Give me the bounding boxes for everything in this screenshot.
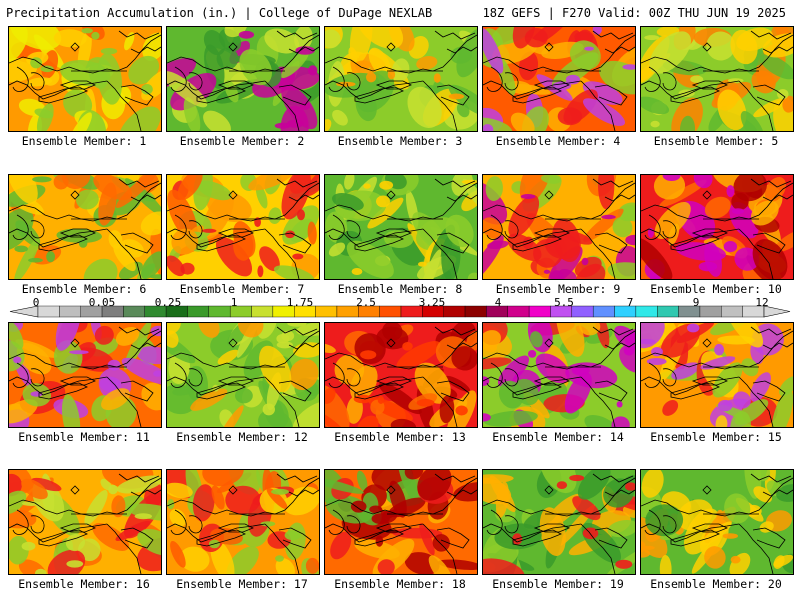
colorbar-tick-label: 9 — [692, 296, 700, 309]
colorbar-swatch — [464, 305, 487, 318]
ensemble-member-map — [482, 322, 636, 428]
ensemble-member-map — [8, 469, 162, 575]
ensemble-member-map — [640, 174, 794, 280]
ensemble-member-label: Ensemble Member: 11 — [18, 430, 150, 444]
colorbar-swatch — [251, 305, 274, 318]
colorbar-swatch — [187, 305, 210, 318]
colorbar-swatch — [699, 305, 722, 318]
ensemble-member-label: Ensemble Member: 12 — [176, 430, 308, 444]
colorbar-swatch — [592, 305, 615, 318]
colorbar-swatch — [507, 305, 530, 318]
colorbar-right-arrow — [763, 305, 791, 318]
colorbar-tick-label: 0.05 — [88, 296, 116, 309]
product-title: Precipitation Accumulation (in.) | Colle… — [6, 6, 433, 20]
colorbar-swatch — [123, 305, 145, 318]
ensemble-member-map — [324, 174, 478, 280]
colorbar-tick-label: 1.75 — [286, 296, 314, 309]
colorbar-swatch — [721, 305, 743, 318]
colorbar-tick-label: 7 — [626, 296, 634, 309]
ensemble-member-map — [324, 26, 478, 132]
ensemble-member-map — [166, 469, 320, 575]
colorbar-swatch — [443, 305, 466, 318]
ensemble-member-label: Ensemble Member: 18 — [334, 577, 466, 591]
ensemble-member-map — [324, 322, 478, 428]
ensemble-member-label: Ensemble Member: 15 — [650, 430, 782, 444]
colorbar-swatch — [37, 305, 60, 318]
ensemble-member-map — [482, 469, 636, 575]
ensemble-member-label: Ensemble Member: 4 — [495, 134, 621, 148]
colorbar-swatch — [315, 305, 338, 318]
ensemble-member-map — [8, 322, 162, 428]
ensemble-member-map — [640, 322, 794, 428]
colorbar-tick-label: 12 — [755, 296, 769, 309]
colorbar-tick-label: 3.25 — [418, 296, 446, 309]
colorbar-swatch — [379, 305, 402, 318]
ensemble-member-map — [8, 26, 162, 132]
ensemble-member-label: Ensemble Member: 7 — [179, 282, 305, 296]
colorbar-tick-label: 0 — [32, 296, 40, 309]
ensemble-member-label: Ensemble Member: 6 — [21, 282, 147, 296]
colorbar-tick-label: 4 — [494, 296, 502, 309]
ensemble-member-label: Ensemble Member: 9 — [495, 282, 621, 296]
ensemble-member-map — [8, 174, 162, 280]
ensemble-member-label: Ensemble Member: 17 — [176, 577, 308, 591]
ensemble-member-label: Ensemble Member: 3 — [337, 134, 463, 148]
ensemble-member-label: Ensemble Member: 1 — [21, 134, 147, 148]
colorbar-swatch — [59, 305, 81, 318]
colorbar-swatch — [571, 305, 594, 318]
ensemble-member-label: Ensemble Member: 8 — [337, 282, 463, 296]
ensemble-member-label: Ensemble Member: 10 — [650, 282, 782, 296]
colorbar-swatch — [208, 305, 231, 318]
ensemble-member-map — [640, 469, 794, 575]
ensemble-member-map — [482, 174, 636, 280]
colorbar-tick-label: 2.5 — [356, 296, 376, 309]
colorbar-swatch — [528, 305, 551, 318]
ensemble-member-label: Ensemble Member: 16 — [18, 577, 150, 591]
colorbar-tick-label: 1 — [230, 296, 238, 309]
ensemble-member-label: Ensemble Member: 13 — [334, 430, 466, 444]
colorbar-swatch — [657, 305, 679, 318]
ensemble-member-map — [166, 174, 320, 280]
ensemble-member-map — [166, 26, 320, 132]
ensemble-member-label: Ensemble Member: 19 — [492, 577, 624, 591]
ensemble-member-map — [482, 26, 636, 132]
colorbar-tick-label: 5.5 — [554, 296, 574, 309]
ensemble-member-label: Ensemble Member: 14 — [492, 430, 624, 444]
colorbar-tick-label: 0.25 — [154, 296, 182, 309]
ensemble-member-map — [166, 322, 320, 428]
ensemble-member-label: Ensemble Member: 20 — [650, 577, 782, 591]
ensemble-member-label: Ensemble Member: 5 — [653, 134, 779, 148]
ensemble-member-map — [640, 26, 794, 132]
ensemble-member-map — [324, 469, 478, 575]
ensemble-member-label: Ensemble Member: 2 — [179, 134, 305, 148]
colorbar — [9, 305, 791, 318]
run-valid-time: 18Z GEFS | F270 Valid: 00Z THU JUN 19 20… — [482, 6, 786, 20]
colorbar-swatch — [635, 305, 658, 318]
